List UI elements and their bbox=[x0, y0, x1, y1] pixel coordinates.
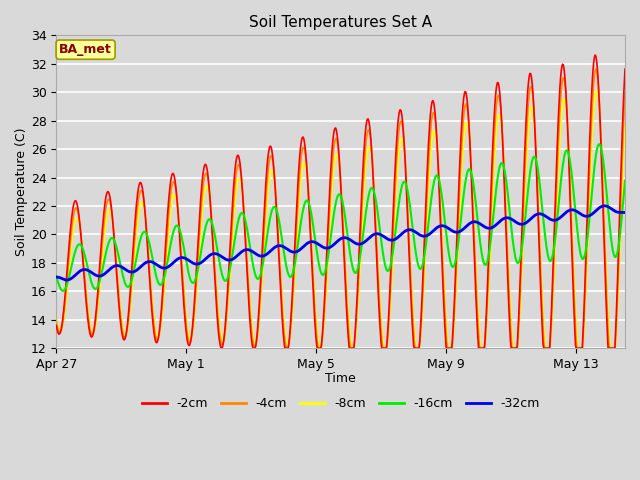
Title: Soil Temperatures Set A: Soil Temperatures Set A bbox=[249, 15, 432, 30]
Text: BA_met: BA_met bbox=[60, 43, 112, 56]
X-axis label: Time: Time bbox=[325, 372, 356, 385]
Y-axis label: Soil Temperature (C): Soil Temperature (C) bbox=[15, 128, 28, 256]
Legend: -2cm, -4cm, -8cm, -16cm, -32cm: -2cm, -4cm, -8cm, -16cm, -32cm bbox=[136, 392, 545, 415]
